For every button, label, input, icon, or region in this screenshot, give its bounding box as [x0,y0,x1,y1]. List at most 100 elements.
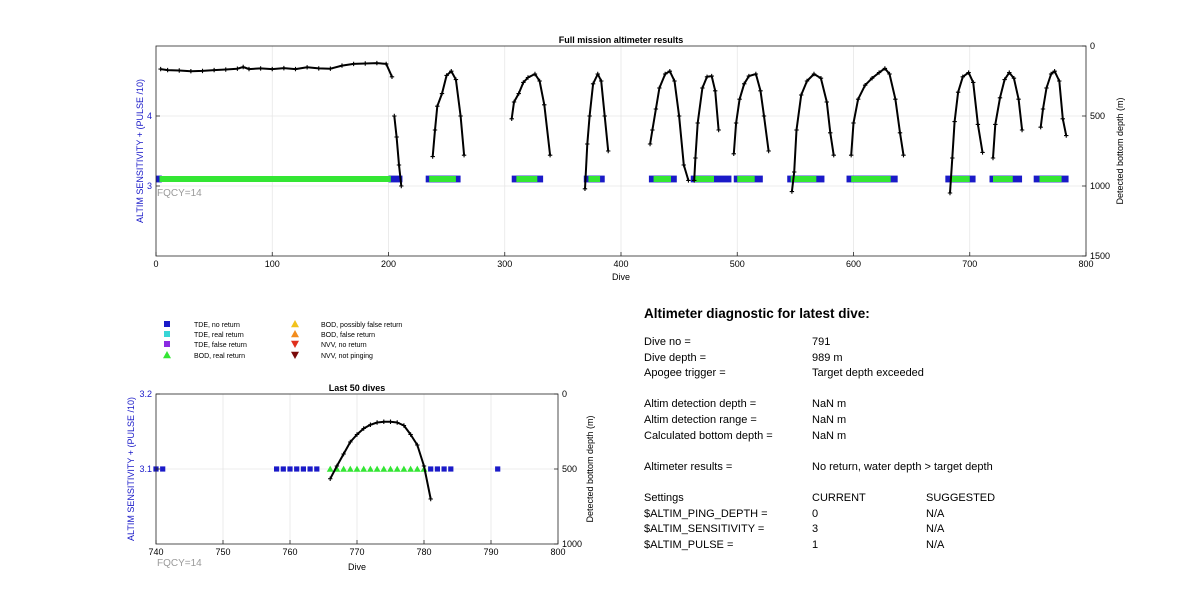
detection-range-row: Altim detection range = NaN m [644,413,1164,429]
top-marks [156,175,1069,183]
bottom-depth-point [602,113,607,119]
bottom-depth-point [223,67,228,72]
legend-label: BOD, real return [194,353,245,360]
bottom-depth-line [992,71,1024,159]
bottom-depth-point [1044,85,1049,91]
bottom-depth-point [392,113,397,119]
bottom-depth-point [363,61,368,66]
bottom-depth-point [401,423,407,428]
bottom-depth-point [177,68,182,73]
bottom-depth-line [1039,70,1068,136]
tde-no-return-marker [300,466,306,472]
bottom-depth-point [695,120,700,126]
top-fqcy-annotation: FQCY=14 [157,188,202,199]
bottom-depth-point [158,66,163,72]
x-tick-label: 500 [730,259,745,269]
bottom-depth-point [383,61,389,67]
bottom-depth-point [753,71,759,77]
bottom-depth-point [328,66,333,71]
top-y-right-label: Detected bottom depth (m) [1115,97,1125,204]
bottom-depth-point [672,78,677,84]
bottom-depth-point [993,122,998,127]
pulse-label: $ALTIM_PULSE = [644,538,734,551]
bottom-depth-point [761,113,767,119]
bottom-depth-point [789,189,795,194]
legend-label: NVV, no return [321,342,367,349]
bod-real-return-marker-run [694,176,714,182]
bottom-depth-point [950,155,955,161]
bottom-depth-point [731,151,736,156]
bottom-depth-point [960,74,965,79]
legend: TDE, no return TDE, real return TDE, false… [163,320,402,360]
bottom-depth-point [453,77,459,82]
bottom-depth-point [339,63,345,68]
dive-depth-value: 989 m [812,351,843,364]
bottom-depth-point [281,65,287,71]
bottom-depth-line [584,73,610,189]
bottom-depth-point [188,69,194,74]
bottom-depth-point [458,113,463,119]
bottom-depth-point [334,463,340,469]
bod-real-return-marker-run [588,176,601,182]
tde-no-return-marker-run [156,175,162,183]
bottom-depth-point [676,113,682,119]
bottom-depth-point [432,127,438,133]
y-left-tick-label: 3.2 [139,389,152,399]
bottom-depth-line [693,75,720,181]
legend-marker-triangle [291,340,299,348]
bottom-depth-point [667,69,673,74]
diagnostic-title: Altimeter diagnostic for latest dive: [644,306,870,321]
bod-real-return-marker [346,465,354,472]
x-tick-label: 300 [497,259,512,269]
bottom-depth-point [975,122,981,127]
legend-marker-square [164,321,170,327]
bottom-depth-point [851,120,856,126]
legend-marker-square [164,331,170,337]
bottom-depth-point [746,73,752,79]
x-tick-label: 800 [1078,259,1093,269]
legend-label: TDE, real return [194,332,244,339]
bottom-depth-point [1057,78,1062,84]
bottom-depth-point [980,150,985,155]
bottom-depth-point [374,60,380,66]
bottom-depth-point [862,83,868,88]
bod-real-return-marker [393,465,401,472]
bottom-depth-point [887,71,892,77]
x-tick-label: 700 [962,259,977,269]
bottom-depth-point [165,67,170,73]
dive-no-label: Dive no = [644,336,691,348]
bottom-depth-point [997,95,1003,100]
bottom-depth-line [393,115,403,187]
bottom-depth-point [893,97,898,102]
dive-depth-label: Dive depth = [644,351,707,364]
bottom-depth-point [461,153,467,158]
sensitivity-row: $ALTIM_SENSITIVITY = 3 N/A [644,522,1164,538]
altimeter-results-row: Altimeter results = No return, water dep… [644,460,1164,476]
bottom-depth-point [537,78,542,84]
bottom-depth-point [351,61,356,67]
bottom-depth-point [1007,70,1012,75]
bottom-depth-point [831,153,836,158]
bottom-depth-point [439,91,445,96]
bottom-ticks: 740 750 760 770 780 790 800 3.1 3.2 0 500 1000 [139,389,582,557]
bottom-depth-point [421,463,427,469]
x-tick-label: 750 [215,547,230,557]
bottom-depth-point [901,153,906,158]
sensitivity-suggested: N/A [926,523,945,536]
bod-real-return-marker [413,465,421,472]
bottom-depth-point [396,162,402,168]
top-chart-title: Full mission altimeter results [559,35,684,45]
x-tick-label: 600 [846,259,861,269]
legend-label: TDE, false return [194,342,247,349]
bottom-depth-point [1016,97,1021,102]
bottom-y-left-label: ALTIM SENSITIVITY + (PULSE /10) [126,397,136,541]
bottom-depth-point [1052,69,1057,74]
bottom-depth-point [1002,77,1007,82]
bottom-depth-point [211,67,217,73]
bottom-depth-point [804,78,810,84]
ping-depth-row: $ALTIM_PING_DEPTH = 0 N/A [644,507,1164,523]
bottom-depth-point [585,141,590,147]
tde-no-return-marker [160,466,166,472]
bottom-depth-point [1019,127,1025,133]
y-right-tick-label: 500 [562,464,577,474]
